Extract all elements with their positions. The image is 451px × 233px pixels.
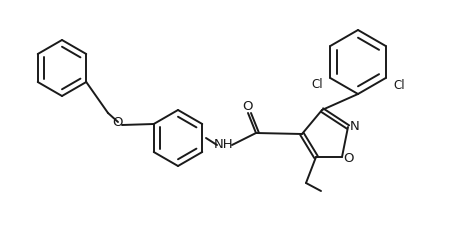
Text: NH: NH: [214, 138, 233, 151]
Text: Cl: Cl: [392, 79, 404, 92]
Text: O: O: [112, 116, 123, 129]
Text: N: N: [350, 120, 359, 134]
Text: O: O: [343, 153, 354, 165]
Text: Cl: Cl: [311, 79, 322, 92]
Text: O: O: [242, 99, 253, 113]
